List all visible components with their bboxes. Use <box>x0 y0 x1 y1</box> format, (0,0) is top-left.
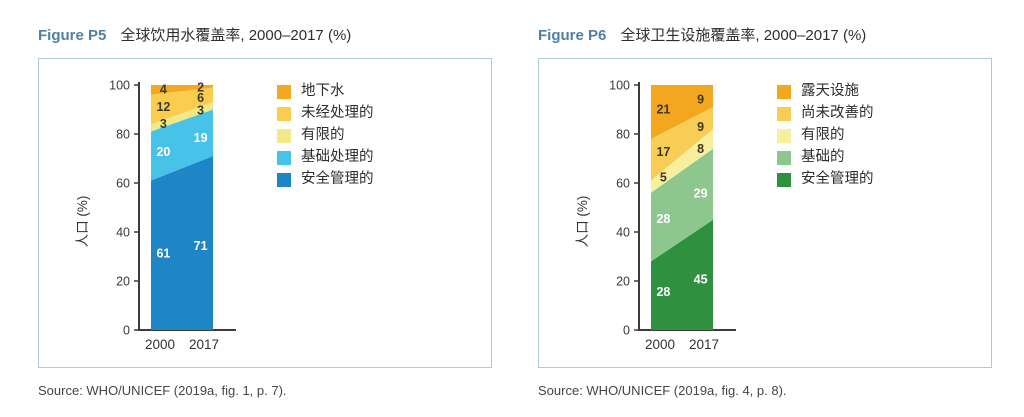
value-label: 29 <box>694 186 708 200</box>
legend-label: 基础的 <box>801 149 845 165</box>
legend-item: 有限的 <box>277 128 374 143</box>
value-label: 45 <box>694 273 708 287</box>
source-text: Source: WHO/UNICEF (2019a, fig. 1, p. 7)… <box>38 383 287 398</box>
y-tick-label: 20 <box>116 275 130 289</box>
chart-box-p5: 0 20 40 60 80 100 61 71 20 19 3 3 12 6 4 2 2000 2017 人口 (%… <box>38 58 492 368</box>
legend-item: 基础的 <box>777 150 874 165</box>
area-segment <box>151 156 213 330</box>
legend-swatch <box>777 172 791 187</box>
chart-box-p6: 0 20 40 60 80 100 28 45 28 29 5 8 17 9 21 9 2000 2017 人口 (… <box>538 58 992 368</box>
value-label: 12 <box>156 100 170 114</box>
value-label: 5 <box>660 171 667 185</box>
value-label: 9 <box>697 120 704 134</box>
y-tick-label: 60 <box>616 177 630 191</box>
value-label: 2 <box>197 80 204 94</box>
value-label: 3 <box>160 117 167 131</box>
legend-p6: 露天设施尚未改善的有限的基础的安全管理的 <box>777 84 874 187</box>
value-label: 21 <box>656 102 670 116</box>
area-segment <box>151 109 213 181</box>
y-tick-label: 40 <box>616 226 630 240</box>
area-segment <box>651 107 713 181</box>
y-tick-label: 80 <box>116 128 130 142</box>
legend-item: 安全管理的 <box>777 172 874 187</box>
legend-label: 有限的 <box>801 127 845 143</box>
value-label: 6 <box>197 91 204 105</box>
legend-label: 基础处理的 <box>301 149 374 165</box>
y-tick-label: 0 <box>123 324 130 338</box>
legend-item: 地下水 <box>277 84 374 99</box>
figure-label: Figure P6 <box>538 27 607 44</box>
legend-p5: 地下水未经处理的有限的基础处理的安全管理的 <box>277 84 374 187</box>
legend-swatch <box>777 106 791 121</box>
y-axis-title: 人口 (%) <box>575 196 590 248</box>
source-text: Source: WHO/UNICEF (2019a, fig. 4, p. 8)… <box>538 383 787 398</box>
figure-title: 全球卫生设施覆盖率, 2000–2017 (%) <box>620 27 867 44</box>
x-tick-label: 2000 <box>645 337 675 352</box>
figure-panel-p5: Figure P5 全球饮用水覆盖率, 2000–2017 (%) 0 20 40 6… <box>38 26 494 398</box>
y-tick-label: 100 <box>609 79 630 93</box>
y-tick-label: 80 <box>616 128 630 142</box>
area-segment <box>651 219 713 330</box>
legend-swatch <box>277 128 291 143</box>
area-segment <box>651 85 713 139</box>
legend-item: 基础处理的 <box>277 150 374 165</box>
legend-swatch <box>777 128 791 143</box>
value-label: 28 <box>656 285 670 299</box>
legend-swatch <box>777 150 791 165</box>
legend-label: 有限的 <box>301 127 345 143</box>
legend-swatch <box>277 150 291 165</box>
y-axis-title: 人口 (%) <box>75 196 90 248</box>
x-tick-label: 2000 <box>145 337 175 352</box>
value-label: 8 <box>697 142 704 156</box>
area-segment <box>151 87 213 125</box>
value-label: 20 <box>156 145 170 159</box>
value-label: 28 <box>656 212 670 226</box>
figure-label: Figure P5 <box>38 27 107 44</box>
value-label: 71 <box>194 239 208 253</box>
y-tick-label: 60 <box>116 177 130 191</box>
figure-title: 全球饮用水覆盖率, 2000–2017 (%) <box>120 27 352 44</box>
legend-item: 安全管理的 <box>277 172 374 187</box>
y-tick-label: 20 <box>616 275 630 289</box>
legend-label: 安全管理的 <box>801 171 874 187</box>
legend-label: 露天设施 <box>801 83 859 99</box>
legend-label: 尚未改善的 <box>801 105 874 121</box>
stacked-area-chart-p5: 0 20 40 60 80 100 61 71 20 19 3 3 12 6 4 2 2000 2017 人口 (%… <box>75 79 236 352</box>
area-segment <box>651 148 713 262</box>
legend-swatch <box>277 84 291 99</box>
figure-panel-p6: Figure P6 全球卫生设施覆盖率, 2000–2017 (%) 0 20 40… <box>538 26 994 398</box>
y-tick-label: 100 <box>109 79 130 93</box>
legend-swatch <box>777 84 791 99</box>
legend-label: 地下水 <box>301 83 345 99</box>
y-tick-label: 0 <box>623 324 630 338</box>
stacked-area-chart-p6: 0 20 40 60 80 100 28 45 28 29 5 8 17 9 21 9 2000 2017 人口 (… <box>575 79 736 352</box>
value-label: 9 <box>697 93 704 107</box>
legend-item: 尚未改善的 <box>777 106 874 121</box>
area-segment <box>151 85 213 95</box>
area-segment <box>151 102 213 132</box>
legend-swatch <box>277 106 291 121</box>
legend-label: 未经处理的 <box>301 105 374 121</box>
legend-swatch <box>277 172 291 187</box>
value-label: 19 <box>194 131 208 145</box>
legend-item: 有限的 <box>777 128 874 143</box>
value-label: 17 <box>656 145 670 159</box>
area-segment <box>651 129 713 193</box>
value-label: 3 <box>197 104 204 118</box>
figure-title-row: Figure P6 全球卫生设施覆盖率, 2000–2017 (%) <box>538 26 994 45</box>
figure-title-row: Figure P5 全球饮用水覆盖率, 2000–2017 (%) <box>38 26 494 45</box>
x-tick-label: 2017 <box>689 337 719 352</box>
value-label: 61 <box>156 246 170 260</box>
value-label: 4 <box>160 83 167 97</box>
x-tick-label: 2017 <box>189 337 219 352</box>
legend-item: 未经处理的 <box>277 106 374 121</box>
legend-item: 露天设施 <box>777 84 874 99</box>
legend-label: 安全管理的 <box>301 171 374 187</box>
y-tick-label: 40 <box>116 226 130 240</box>
